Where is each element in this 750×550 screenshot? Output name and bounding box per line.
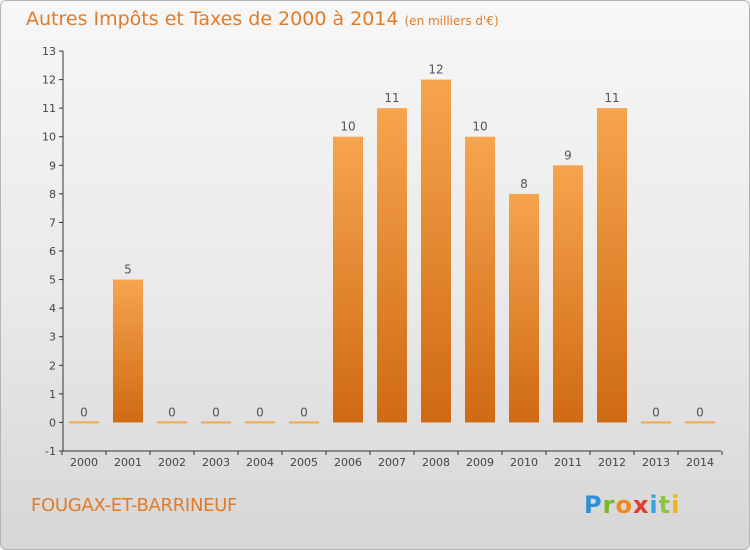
bar bbox=[553, 165, 583, 423]
y-tick-label: 10 bbox=[42, 131, 56, 144]
bar bbox=[421, 79, 451, 423]
data-label: 0 bbox=[652, 405, 660, 419]
y-tick-label: 12 bbox=[42, 74, 56, 87]
bar bbox=[157, 421, 187, 424]
data-label: 10 bbox=[472, 120, 487, 134]
bar bbox=[333, 136, 363, 423]
x-tick-label: 2000 bbox=[70, 456, 98, 469]
bar bbox=[641, 421, 671, 424]
data-label: 0 bbox=[696, 405, 704, 419]
y-tick-label: 13 bbox=[42, 45, 56, 58]
x-tick-label: 2013 bbox=[642, 456, 670, 469]
data-label: 0 bbox=[300, 405, 308, 419]
y-tick-label: 5 bbox=[49, 274, 56, 287]
y-tick-label: 0 bbox=[49, 416, 56, 429]
x-tick-label: 2014 bbox=[686, 456, 714, 469]
y-tick-label: 2 bbox=[49, 359, 56, 372]
data-label: 12 bbox=[428, 63, 443, 77]
x-tick-label: 2004 bbox=[246, 456, 274, 469]
data-label: 11 bbox=[604, 91, 619, 105]
y-tick-label: 11 bbox=[42, 102, 56, 115]
data-label: 0 bbox=[212, 405, 220, 419]
data-label: 5 bbox=[124, 263, 132, 277]
unit-note: (en milliers d'€) bbox=[404, 14, 499, 28]
x-tick-label: 2005 bbox=[290, 456, 318, 469]
bar bbox=[113, 279, 143, 423]
x-tick-label: 2003 bbox=[202, 456, 230, 469]
x-tick-label: 2006 bbox=[334, 456, 362, 469]
bar bbox=[377, 108, 407, 423]
y-tick-label: -1 bbox=[45, 445, 56, 458]
data-label: 9 bbox=[564, 148, 572, 162]
x-tick-label: 2002 bbox=[158, 456, 186, 469]
y-tick-label: 3 bbox=[49, 331, 56, 344]
bar bbox=[597, 108, 627, 423]
data-label: 8 bbox=[520, 177, 528, 191]
x-tick-label: 2012 bbox=[598, 456, 626, 469]
x-tick-label: 2009 bbox=[466, 456, 494, 469]
data-label: 0 bbox=[80, 405, 88, 419]
data-label: 10 bbox=[340, 120, 355, 134]
chart-title: Autres Impôts et Taxes de 2000 à 2014 (en… bbox=[26, 8, 499, 30]
bar bbox=[69, 421, 99, 424]
bar bbox=[685, 421, 715, 424]
bars bbox=[69, 79, 715, 424]
x-tick-label: 2010 bbox=[510, 456, 538, 469]
proxiti-logo[interactable]: Proxiti bbox=[584, 491, 681, 519]
y-tick-label: 7 bbox=[49, 216, 56, 229]
x-tick-label: 2001 bbox=[114, 456, 142, 469]
x-tick-label: 2008 bbox=[422, 456, 450, 469]
y-tick-label: 6 bbox=[49, 245, 56, 258]
bar bbox=[465, 136, 495, 423]
data-labels: 0 5 0 0 0 0 10 11 12 10 8 9 11 0 0 bbox=[80, 63, 704, 420]
data-label: 0 bbox=[168, 405, 176, 419]
data-label: 11 bbox=[384, 91, 399, 105]
bar bbox=[509, 193, 539, 423]
y-tick-label: 9 bbox=[49, 159, 56, 172]
x-tick-label: 2007 bbox=[378, 456, 406, 469]
y-tick-label: 1 bbox=[49, 388, 56, 401]
commune-name: FOUGAX-ET-BARRINEUF bbox=[31, 495, 238, 516]
y-tick-label: 8 bbox=[49, 188, 56, 201]
bar bbox=[245, 421, 275, 424]
y-tick-label: 4 bbox=[49, 302, 56, 315]
x-tick-label: 2011 bbox=[554, 456, 582, 469]
bar bbox=[289, 421, 319, 424]
data-label: 0 bbox=[256, 405, 264, 419]
bar bbox=[201, 421, 231, 424]
